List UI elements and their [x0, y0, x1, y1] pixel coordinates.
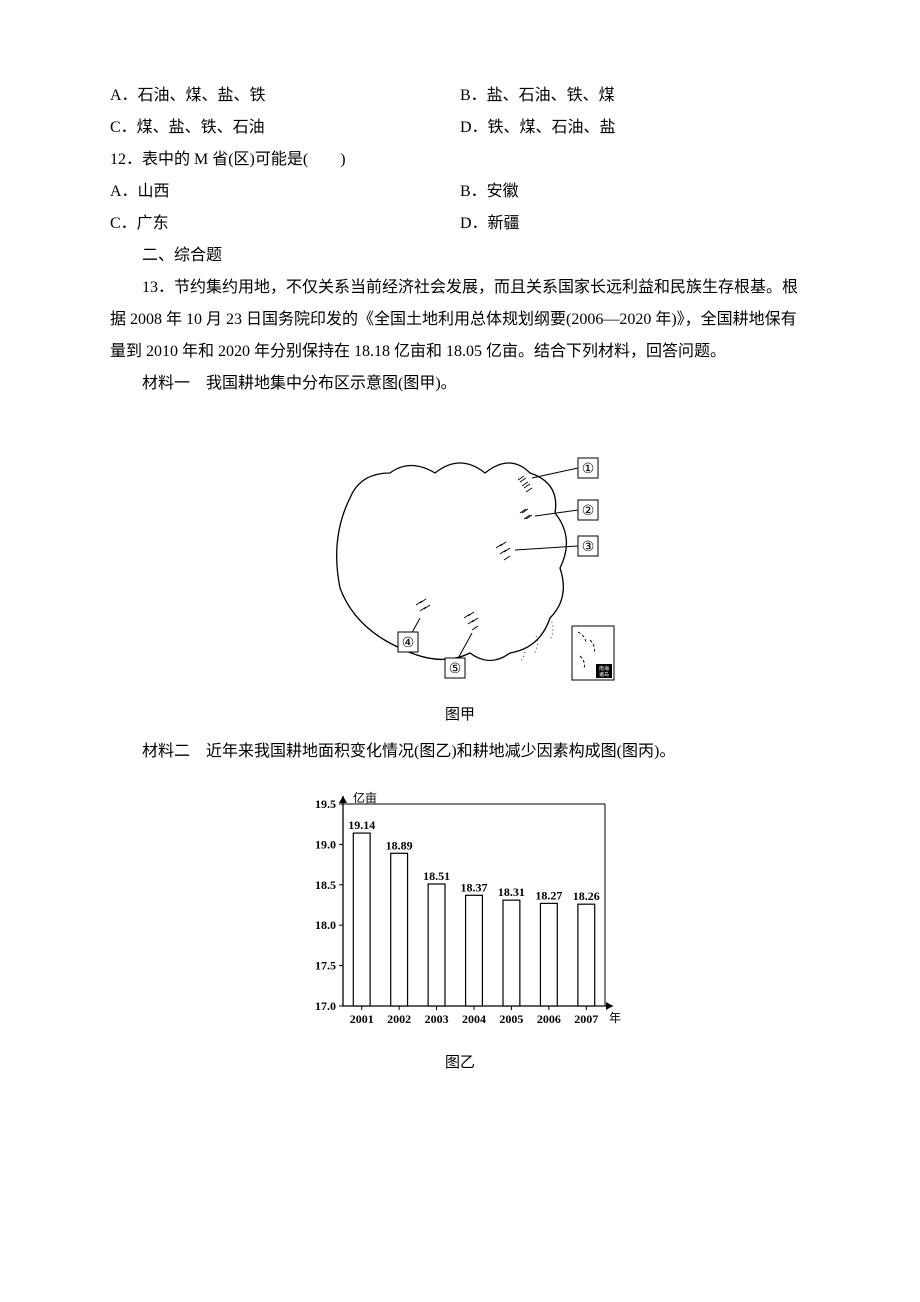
svg-text:南海: 南海 [599, 665, 609, 672]
map-hatch-group [416, 476, 532, 630]
section-2-heading: 二、综合题 [110, 240, 810, 272]
figure-jia-map: ① ② ③ ④ ⑤ 南海 诸岛 [300, 418, 620, 688]
q11-options: A．石油、煤、盐、铁 B．盐、石油、铁、煤 C．煤、盐、铁、石油 D．铁、煤、石… [110, 80, 810, 144]
svg-text:17.5: 17.5 [315, 959, 336, 973]
q13-paragraph: 13．节约集约用地，不仅关系当前经济社会发展，而且关系国家长远利益和民族生存根基… [110, 272, 810, 368]
map-label-1: ① [582, 462, 595, 477]
svg-text:亿亩: 亿亩 [353, 790, 377, 805]
map-label-4: ④ [402, 636, 415, 651]
q12-options: A．山西 B．安徽 C．广东 D．新疆 [110, 176, 810, 240]
q12-option-c: C．广东 [110, 208, 460, 240]
svg-text:18.27: 18.27 [535, 888, 562, 902]
q12-option-d: D．新疆 [460, 208, 810, 240]
figure-jia-wrap: ① ② ③ ④ ⑤ 南海 诸岛 图甲 [110, 418, 810, 730]
q11-option-d: D．铁、煤、石油、盐 [460, 112, 810, 144]
q12-option-b: B．安徽 [460, 176, 810, 208]
map-label-3: ③ [582, 540, 595, 555]
figure-yi-caption: 图乙 [110, 1048, 810, 1078]
q11-option-c: C．煤、盐、铁、石油 [110, 112, 460, 144]
svg-text:2006: 2006 [537, 1012, 561, 1026]
svg-text:18.37: 18.37 [461, 880, 488, 894]
svg-text:18.0: 18.0 [315, 918, 336, 932]
q13-material2: 材料二 近年来我国耕地面积变化情况(图乙)和耕地减少因素构成图(图丙)。 [110, 736, 810, 768]
svg-text:2001: 2001 [350, 1012, 374, 1026]
svg-text:19.14: 19.14 [348, 818, 375, 832]
svg-text:诸岛: 诸岛 [599, 671, 609, 678]
svg-text:18.51: 18.51 [423, 869, 450, 883]
map-label-boxes: ① ② ③ ④ ⑤ [398, 458, 598, 678]
map-outline [337, 463, 567, 661]
q13-material1: 材料一 我国耕地集中分布区示意图(图甲)。 [110, 368, 810, 400]
map-nanhai-inset: 南海 诸岛 [572, 626, 614, 680]
svg-text:18.5: 18.5 [315, 878, 336, 892]
map-label-5: ⑤ [449, 662, 462, 677]
svg-text:18.31: 18.31 [498, 885, 525, 899]
svg-text:2004: 2004 [462, 1012, 486, 1026]
map-leaders [408, 468, 578, 664]
svg-text:17.0: 17.0 [315, 999, 336, 1013]
svg-text:19.0: 19.0 [315, 837, 336, 851]
svg-text:18.26: 18.26 [573, 889, 600, 903]
map-label-2: ② [582, 504, 595, 519]
figure-yi-wrap: 17.0 17.5 18.0 18.5 19.0 19.5 亿亩年 2001 19.14 2002… [110, 786, 810, 1078]
q12-option-a: A．山西 [110, 176, 460, 208]
svg-text:2003: 2003 [425, 1012, 449, 1026]
svg-text:2005: 2005 [499, 1012, 523, 1026]
q12-stem: 12．表中的 M 省(区)可能是( ) [110, 144, 810, 176]
q11-option-a: A．石油、煤、盐、铁 [110, 80, 460, 112]
svg-text:19.5: 19.5 [315, 797, 336, 811]
svg-text:2002: 2002 [387, 1012, 411, 1026]
figure-yi-chart: 17.0 17.5 18.0 18.5 19.0 19.5 亿亩年 2001 19.14 2002… [295, 786, 625, 1036]
q11-option-b: B．盐、石油、铁、煤 [460, 80, 810, 112]
figure-jia-caption: 图甲 [110, 700, 810, 730]
svg-text:18.89: 18.89 [386, 838, 413, 852]
svg-text:2007: 2007 [574, 1012, 598, 1026]
svg-text:年: 年 [609, 1011, 621, 1025]
